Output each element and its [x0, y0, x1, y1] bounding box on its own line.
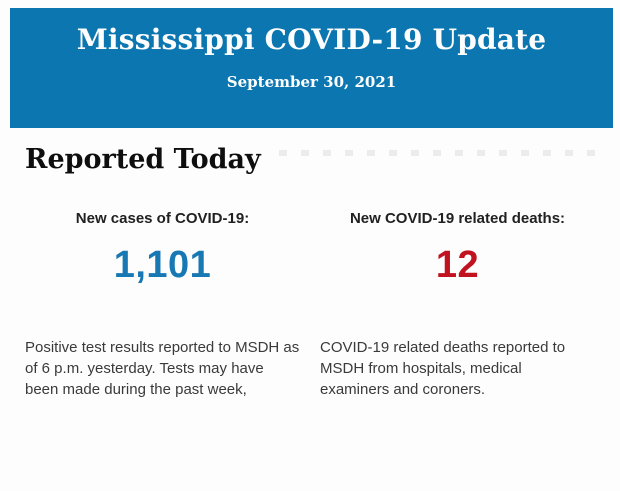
stat-new-deaths: New COVID-19 related deaths: 12 COVID-19…: [320, 210, 595, 400]
new-deaths-description: COVID-19 related deaths reported to MSDH…: [320, 339, 566, 398]
newsletter-title: Mississippi COVID-19 Update: [76, 23, 547, 56]
stats-grid: New cases of COVID-19: 1,101 Positive te…: [25, 210, 595, 400]
content-area: Reported Today New cases of COVID-19: 1,…: [0, 143, 620, 400]
new-deaths-label: New COVID-19 related deaths:: [349, 210, 566, 227]
new-cases-value: 1,101: [113, 244, 212, 286]
header-banner: Mississippi COVID-19 Update September 30…: [10, 8, 613, 128]
new-cases-description: Positive test results reported to MSDH a…: [25, 339, 300, 398]
newsletter-page: Mississippi COVID-19 Update September 30…: [0, 8, 620, 491]
stat-new-cases: New cases of COVID-19: 1,101 Positive te…: [25, 210, 300, 400]
dotted-rule: [278, 150, 609, 156]
section-heading: Reported Today: [25, 144, 261, 175]
new-deaths-value: 12: [435, 244, 480, 286]
section-heading-row: Reported Today: [25, 143, 609, 176]
newsletter-date: September 30, 2021: [226, 73, 397, 91]
new-cases-label: New cases of COVID-19:: [75, 210, 250, 227]
